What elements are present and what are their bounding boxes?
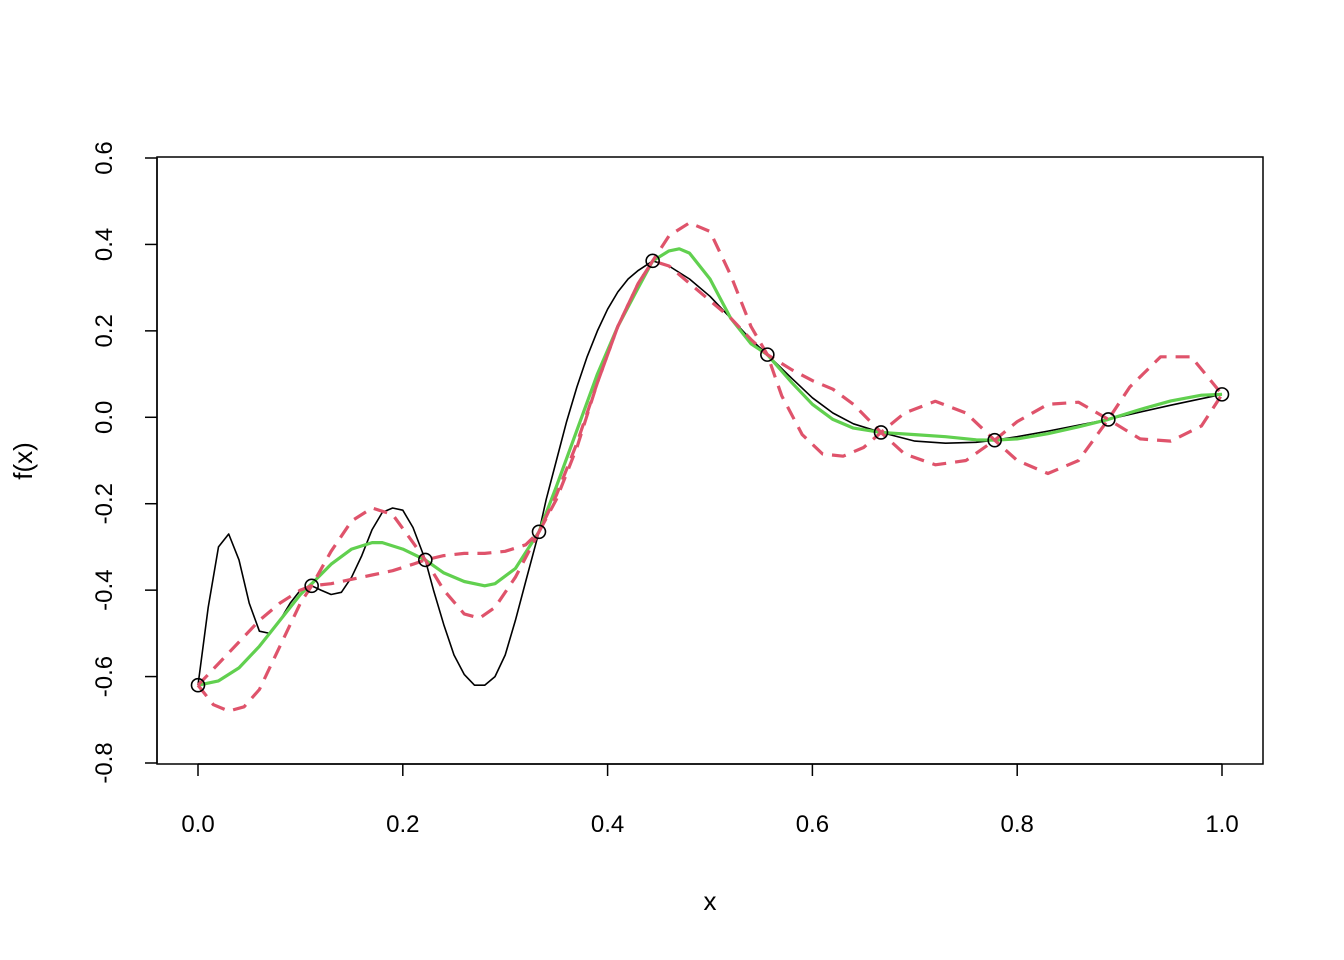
mean-line	[197, 247, 1223, 687]
y-tick-label: -0.6	[91, 656, 118, 697]
true-function-line	[197, 260, 1223, 686]
x-tick-label: 0.4	[591, 811, 624, 838]
data-point	[873, 425, 889, 440]
y-tick-label: 0.0	[91, 401, 118, 434]
x-axis: 0.0 0.2 0.4 0.6 0.8 1.0	[181, 763, 1239, 838]
y-axis: -0.8 -0.6 -0.4 -0.2 0.0 0.2 0.4 0.6	[91, 141, 158, 784]
y-axis-label: f(x)	[8, 442, 38, 480]
x-tick-label: 1.0	[1205, 811, 1238, 838]
series-layer	[196, 221, 1224, 713]
y-tick-label: -0.2	[91, 483, 118, 524]
x-axis-label: x	[704, 886, 717, 916]
points-layer	[190, 253, 1230, 693]
data-point	[190, 677, 206, 693]
data-point	[304, 578, 319, 594]
bound-line	[196, 259, 1224, 687]
x-tick-label: 0.2	[386, 811, 419, 838]
data-point	[760, 347, 775, 362]
data-point	[645, 253, 660, 269]
x-tick-label: 0.6	[796, 811, 829, 838]
plot-frame	[156, 156, 1264, 765]
x-tick-label: 0.8	[1001, 811, 1034, 838]
data-point	[531, 524, 547, 540]
y-tick-label: 0.2	[91, 314, 118, 347]
y-tick-label: -0.8	[91, 742, 118, 783]
y-tick-label: -0.4	[91, 569, 118, 610]
data-point	[1101, 412, 1116, 427]
y-tick-label: 0.6	[91, 141, 118, 174]
data-point	[418, 552, 433, 568]
data-point	[987, 432, 1002, 448]
x-tick-label: 0.0	[181, 811, 214, 838]
y-tick-label: 0.4	[91, 228, 118, 261]
data-point	[1214, 387, 1230, 402]
